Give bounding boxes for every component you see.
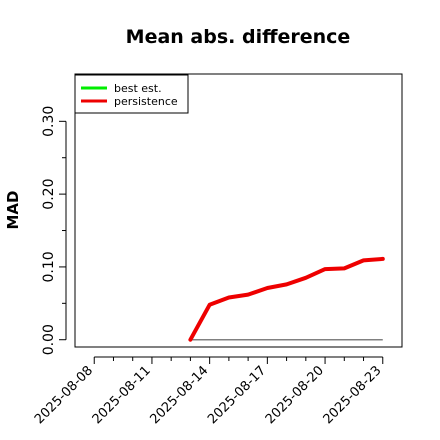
y-tick-label: 0.00 [41, 324, 57, 355]
y-tick-label: 0.30 [41, 106, 57, 137]
x-tick-label: 2025-08-08 [32, 363, 96, 427]
plot-frame [74, 73, 403, 348]
y-tick-label: 0.10 [41, 251, 57, 282]
chart-title: Mean abs. difference [126, 26, 351, 48]
y-tick-label: 0.20 [41, 179, 57, 210]
y-axis-label: MAD [4, 191, 22, 230]
x-tick-label: 2025-08-14 [147, 363, 211, 427]
x-tick-label: 2025-08-20 [263, 363, 327, 427]
x-tick-label: 2025-08-11 [90, 363, 154, 427]
legend-label-persistence: persistence [114, 95, 178, 108]
legend: best est. persistence [74, 74, 189, 114]
x-tick-label: 2025-08-17 [205, 363, 269, 427]
series-line-persistence [188, 256, 385, 342]
x-tick-label: 2025-08-23 [321, 363, 385, 427]
legend-label-best-est: best est. [114, 82, 162, 95]
legend-box [74, 74, 189, 114]
